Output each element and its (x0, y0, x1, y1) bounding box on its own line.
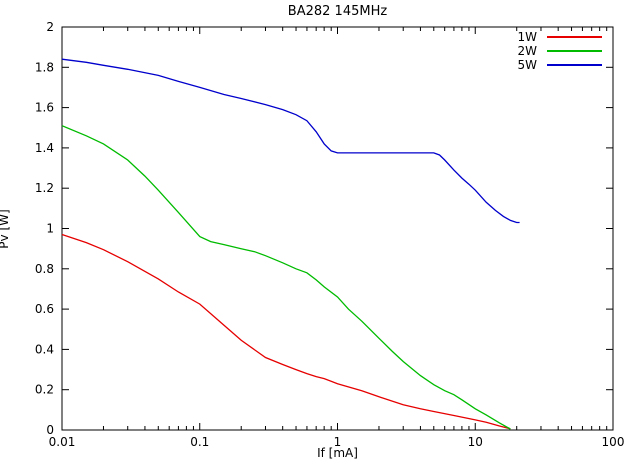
y-axis-label: Pv [W] (0, 209, 11, 249)
x-tick-label: 100 (602, 435, 625, 449)
y-tick-label: 1.6 (35, 101, 54, 115)
x-tick-label: 0.01 (49, 435, 76, 449)
legend-item-2w: 2W (517, 44, 602, 58)
legend: 1W 2W 5W (517, 30, 602, 72)
legend-line-sample-1w (547, 36, 602, 38)
plot-border (61, 26, 614, 431)
x-axis-label: If [mA] (317, 446, 358, 460)
x-tick-label: 10 (468, 435, 483, 449)
legend-item-1w: 1W (517, 30, 602, 44)
y-tick-label: 1.8 (35, 60, 54, 74)
legend-label-2w: 2W (517, 44, 538, 58)
y-tick-label: 0.8 (35, 262, 54, 276)
series-line-5w (61, 58, 520, 224)
x-tick-label: 0.1 (190, 435, 209, 449)
y-tick-label: 0.4 (35, 342, 54, 356)
y-tick-label: 0.2 (35, 383, 54, 397)
y-tick-label: 1.4 (35, 141, 54, 155)
legend-label-5w: 5W (517, 58, 538, 72)
series-line-2w (61, 125, 511, 430)
y-tick-label: 0.6 (35, 302, 54, 316)
chart-title: BA282 145MHz (287, 4, 388, 19)
y-tick-label: 1 (46, 222, 54, 236)
y-tick-label: 0 (46, 423, 54, 437)
series-line-1w (61, 233, 511, 430)
y-tick-label: 1.2 (35, 181, 54, 195)
legend-label-1w: 1W (517, 30, 538, 44)
legend-line-sample-5w (547, 64, 602, 66)
y-tick-label: 2 (46, 20, 54, 34)
legend-line-sample-2w (547, 50, 602, 52)
legend-item-5w: 5W (517, 58, 602, 72)
x-tick-label: 1 (334, 435, 342, 449)
